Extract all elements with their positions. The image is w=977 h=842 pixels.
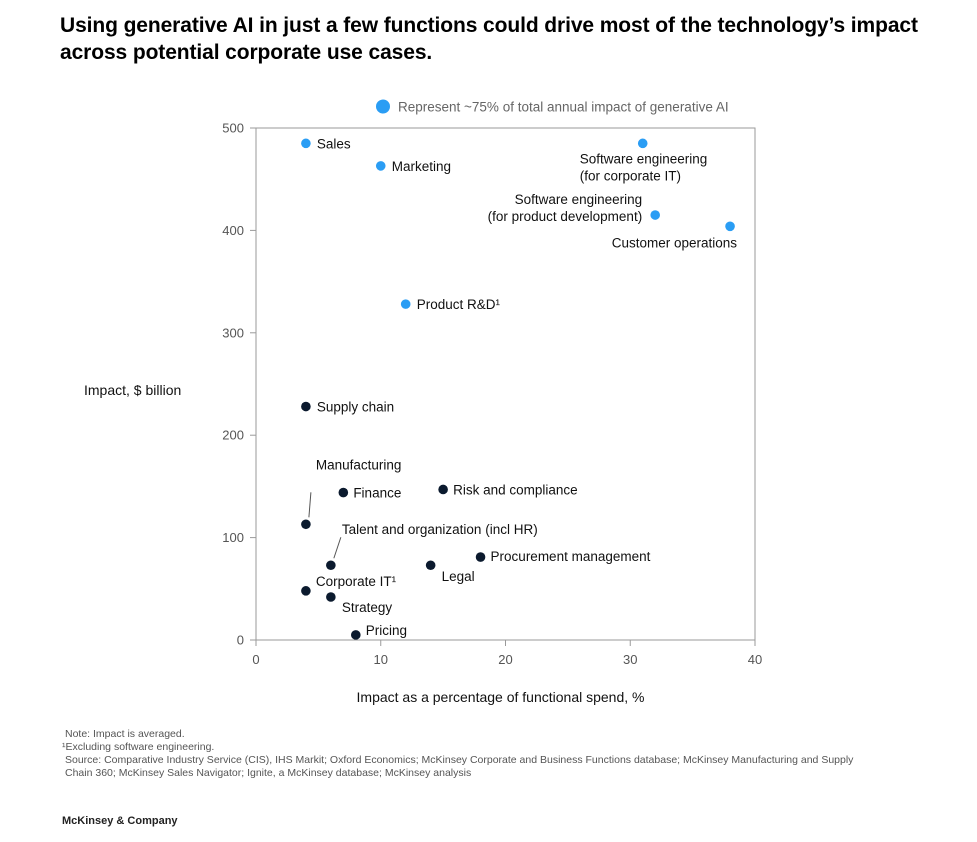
- y-axis-label: Impact, $ billion: [84, 382, 181, 398]
- brand-logo-text: McKinsey & Company: [62, 815, 178, 827]
- point-sales: [301, 138, 311, 149]
- point-supply-chain: [301, 401, 311, 412]
- label-product-r-d: Product R&D¹: [417, 297, 501, 312]
- legend: Represent ~75% of total annual impact of…: [376, 99, 729, 115]
- axis-ticks: 0 100 200 300 400 500 0 10 20 30 40: [222, 121, 762, 668]
- legend-marker: [376, 99, 390, 114]
- label-corporate-it: Corporate IT¹: [316, 574, 397, 589]
- footnote-text: ¹Excluding software engineering.: [62, 741, 215, 753]
- x-tick-label: 30: [623, 652, 637, 667]
- label-legal: Legal: [442, 569, 475, 584]
- x-tick-label: 10: [374, 652, 388, 667]
- label-supply-chain: Supply chain: [317, 400, 394, 415]
- label-strategy: Strategy: [342, 600, 393, 615]
- y-tick-label: 400: [222, 223, 244, 238]
- point-risk-and-compliance: [438, 484, 448, 495]
- leader-line-talent-and-organization-incl-hr: [333, 537, 342, 559]
- point-talent-and-organization-incl-hr: [326, 560, 336, 571]
- point-pricing: [351, 630, 361, 640]
- leader-line-manufacturing: [308, 492, 312, 518]
- point-strategy: [326, 592, 336, 602]
- point-finance: [338, 487, 349, 498]
- point-procurement-management: [475, 552, 486, 562]
- label-customer-operations: Customer operations: [612, 235, 738, 250]
- label-risk-and-compliance: Risk and compliance: [453, 482, 578, 497]
- point-legal: [425, 560, 436, 571]
- label-procurement-management: Procurement management: [491, 549, 651, 564]
- point-product-r-d: [400, 299, 411, 309]
- y-tick-label: 100: [222, 530, 244, 545]
- scatter-chart: Represent ~75% of total annual impact of…: [84, 99, 762, 705]
- point-corporate-it: [301, 586, 311, 596]
- label-finance: Finance: [353, 486, 401, 501]
- label-pricing: Pricing: [366, 623, 407, 638]
- x-tick-label: 20: [498, 652, 512, 667]
- chart-title: Using generative AI in just a few functi…: [60, 14, 918, 64]
- note-text: Note: Impact is averaged.: [65, 728, 185, 740]
- point-software-engineering-for-corporate-it: [637, 138, 648, 149]
- label-manufacturing: Manufacturing: [316, 457, 402, 472]
- x-axis-label: Impact as a percentage of functional spe…: [357, 689, 645, 705]
- y-tick-label: 300: [222, 325, 244, 340]
- data-points: [301, 138, 735, 640]
- legend-label: Represent ~75% of total annual impact of…: [398, 100, 729, 115]
- y-tick-label: 0: [237, 633, 244, 648]
- point-customer-operations: [725, 221, 735, 232]
- leader-lines: [308, 492, 342, 559]
- point-marketing: [375, 161, 386, 171]
- label-sales: Sales: [317, 136, 351, 151]
- footnotes: Note: Impact is averaged. ¹Excluding sof…: [62, 728, 882, 780]
- y-tick-label: 500: [222, 121, 244, 136]
- point-manufacturing: [301, 519, 311, 530]
- x-tick-label: 0: [252, 652, 259, 667]
- source-text: Source: Comparative Industry Service (CI…: [65, 754, 854, 779]
- label-talent-and-organization-incl-hr: Talent and organization (incl HR): [342, 522, 538, 537]
- label-marketing: Marketing: [392, 159, 451, 174]
- label-software-engineering-for-corporate-it: Software engineering (for corporate IT): [580, 151, 708, 183]
- x-tick-label: 40: [748, 652, 762, 667]
- point-software-engineering-for-product-development: [650, 210, 660, 220]
- label-software-engineering-for-product-development: Software engineering (for product develop…: [488, 192, 643, 224]
- y-tick-label: 200: [222, 428, 244, 443]
- point-labels: Sales Marketing Software engineering (for c…: [316, 136, 737, 638]
